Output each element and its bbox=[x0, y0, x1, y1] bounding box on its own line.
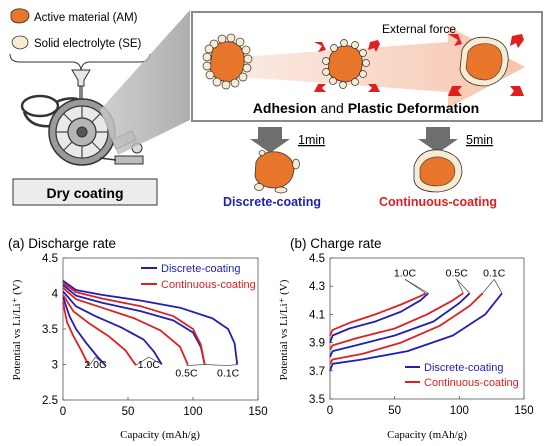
force-flow-arrow bbox=[226, 26, 525, 108]
chart-a-legend: Discrete-coating Continuous-coating bbox=[141, 263, 256, 291]
chart-a-continuous-curve-1_0C bbox=[62, 294, 137, 366]
chart-charge-rate: (b) Charge rate Potential vs Li/Li⁺ (V) … bbox=[278, 236, 534, 441]
chart-a-rate-leader bbox=[88, 356, 96, 367]
outcome-arrow-short bbox=[250, 127, 290, 153]
chart-b-rate-leader bbox=[493, 279, 503, 294]
chart-b-ytick-label: 3.5 bbox=[309, 394, 325, 406]
chart-b-ytick-label: 3.7 bbox=[309, 366, 325, 378]
chart-a-rate-leader bbox=[204, 364, 229, 366]
chart-a-xtick-label: 0 bbox=[60, 406, 66, 418]
time-long-label: 5min bbox=[466, 133, 493, 147]
continuous-result-particle bbox=[413, 149, 463, 193]
chart-a-rate-leader bbox=[95, 356, 107, 367]
chart-b-xtick-label: 100 bbox=[450, 405, 469, 417]
chart-a-legend-continuous: Continuous-coating bbox=[161, 279, 256, 291]
stage-initial-particle bbox=[202, 33, 253, 90]
chart-a-xtick-label: 50 bbox=[122, 406, 135, 418]
dry-coating-label: Dry coating bbox=[46, 185, 123, 201]
solid-electrolyte-legend-icon bbox=[11, 35, 29, 50]
time-short-label: 1min bbox=[298, 133, 325, 147]
chart-a-ytick-label: 3.5 bbox=[42, 324, 58, 336]
chart-b-rate-label: 0.1C bbox=[483, 267, 506, 279]
chart-a-rate-label: 0.1C bbox=[217, 368, 240, 380]
chart-a-discrete-curve-2_0C bbox=[62, 296, 107, 367]
chart-a-rate-label: 0.5C bbox=[175, 368, 198, 380]
chart-a-ylabel: Potential vs Li/Li⁺ (V) bbox=[11, 279, 23, 380]
chart-b-ytick-label: 3.9 bbox=[309, 338, 325, 350]
mechanism-caption: Adhesion and Plastic Deformation bbox=[253, 100, 479, 116]
chart-a-rate-leader bbox=[186, 364, 189, 366]
chart-b-continuous-curve-1_0C bbox=[329, 292, 427, 336]
chart-b-rate-label: 1.0C bbox=[394, 267, 417, 279]
chart-a-continuous-curve-2_0C bbox=[62, 301, 90, 367]
chart-a-discrete-curve-0_1C bbox=[62, 279, 239, 365]
chart-b-discrete-curve-0_5C bbox=[329, 292, 471, 358]
chart-b-rate-leader bbox=[456, 279, 470, 294]
outcome-arrow-long bbox=[418, 127, 458, 153]
legend-bracket bbox=[9, 53, 151, 71]
continuous-coating-caption: Continuous-coating bbox=[379, 195, 497, 209]
external-force-label: External force bbox=[382, 22, 456, 36]
chart-b-rate-leader bbox=[404, 279, 426, 294]
mechanism-deformation: Plastic Deformation bbox=[348, 100, 479, 116]
discrete-coating-caption: Discrete-coating bbox=[223, 195, 321, 209]
chart-a-rate-leader bbox=[148, 356, 162, 365]
chart-b-legend-continuous: Continuous-coating bbox=[424, 377, 519, 389]
stage-deformed-particle bbox=[448, 34, 524, 96]
solid-electrolyte-legend-label: Solid electrolyte (SE) bbox=[34, 38, 142, 50]
chart-a-xtick-label: 100 bbox=[183, 406, 202, 418]
chart-b-rate-label: 0.5C bbox=[446, 267, 469, 279]
chart-b-discrete-curve-1_0C bbox=[329, 292, 429, 343]
chart-a-rate-leader bbox=[135, 356, 149, 366]
chart-b-continuous-curve-0_1C bbox=[329, 292, 484, 365]
chart-b-xtick-label: 0 bbox=[327, 405, 333, 417]
chart-b-ytick-label: 4.3 bbox=[309, 281, 325, 293]
chart-a-rate-label: 1.0C bbox=[138, 359, 161, 371]
chart-a-rate-label: 2.0C bbox=[84, 359, 107, 371]
stage-adhesion-particle bbox=[314, 39, 380, 92]
dry-coating-label-box: Dry coating bbox=[12, 178, 158, 206]
chart-b-ytick-label: 4.5 bbox=[309, 253, 325, 265]
chart-b-discrete-curve-0_1C bbox=[329, 292, 503, 372]
chart-a-ytick-label: 4 bbox=[52, 289, 59, 301]
chart-a-rate-leader bbox=[228, 364, 238, 366]
mechanism-adhesion: Adhesion bbox=[253, 100, 317, 116]
chart-b-continuous-curve-0_5C bbox=[329, 292, 464, 351]
active-material-legend-label: Active material (AM) bbox=[34, 12, 138, 24]
active-material-legend-icon bbox=[10, 8, 30, 24]
chart-b-legend: Discrete-coating Continuous-coating bbox=[405, 362, 519, 389]
chart-a-legend-discrete: Discrete-coating bbox=[161, 263, 240, 275]
chart-a-discrete-curve-0_5C bbox=[62, 284, 206, 365]
chart-a-ytick-label: 2.5 bbox=[42, 395, 58, 407]
chart-a-ytick-label: 4.5 bbox=[42, 253, 58, 265]
chart-discharge-rate: (a) Discharge rate Potential vs Li/Li⁺ (… bbox=[8, 236, 268, 441]
chart-a-continuous-curve-0_5C bbox=[62, 287, 189, 365]
chart-a-xlabel: Capacity (mAh/g) bbox=[120, 429, 200, 441]
chart-a-discrete-curve-1_0C bbox=[62, 290, 163, 365]
chart-b-xtick-label: 50 bbox=[388, 405, 401, 417]
chart-b-rate-leader bbox=[456, 279, 464, 294]
chart-a-rate-leader bbox=[186, 364, 205, 366]
chart-b-frame bbox=[329, 257, 525, 400]
chart-a-ytick-label: 3 bbox=[52, 360, 58, 372]
chart-b-ylabel: Potential vs Li/Li⁺ (V) bbox=[278, 279, 290, 380]
discrete-result-particle bbox=[254, 150, 300, 194]
chart-b-xlabel: Capacity (mAh/g) bbox=[387, 429, 467, 441]
chart-b-rate-leader bbox=[482, 279, 495, 294]
chart-b-ytick-label: 4.1 bbox=[309, 309, 325, 321]
mechanism-panel: External force bbox=[191, 11, 543, 122]
chart-a-xtick-label: 150 bbox=[248, 406, 267, 418]
chart-b-legend-discrete: Discrete-coating bbox=[424, 362, 503, 374]
chart-b-xtick-label: 150 bbox=[514, 405, 533, 417]
chart-a-continuous-curve-0_1C bbox=[62, 282, 206, 365]
material-legend: Active material (AM) Solid electrolyte (… bbox=[9, 8, 151, 71]
zoom-cone bbox=[100, 10, 190, 155]
dry-coating-machine bbox=[20, 69, 144, 166]
chart-a-title: (a) Discharge rate bbox=[8, 236, 116, 251]
chart-b-title: (b) Charge rate bbox=[290, 236, 382, 251]
mechanism-and: and bbox=[317, 100, 348, 116]
